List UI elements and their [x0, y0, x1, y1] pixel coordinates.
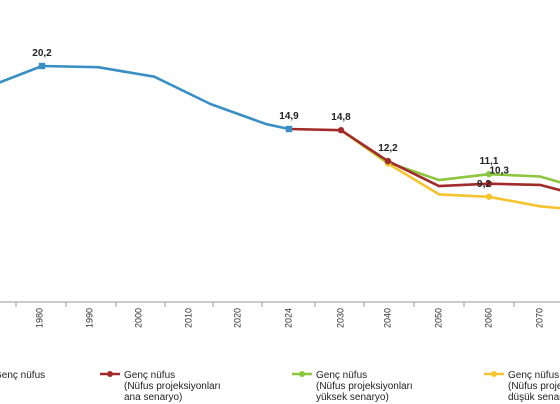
data-label: 11,1 — [480, 156, 499, 167]
legend-label: Genç nüfus — [0, 370, 45, 381]
legend-marker — [299, 371, 305, 377]
data-labels: 20,2 14,9 14,8 12,2 11,110,3 9,2 — [32, 48, 509, 190]
data-point-marker — [384, 157, 392, 165]
x-tick-label: 2050 — [433, 308, 443, 328]
legend-label: düşük senaryo) — [508, 392, 560, 403]
x-tick-label: 1990 — [84, 308, 94, 328]
legend-label: (Nüfus projeksiyonları — [316, 381, 413, 392]
legend-label: Genç nüfus — [124, 370, 175, 381]
legend-label: (Nüfus projeksiyonları — [508, 381, 560, 392]
x-tick-label: 2020 — [232, 308, 242, 328]
x-tick-label: 2030 — [335, 308, 345, 328]
x-tick-label: 2010 — [183, 308, 193, 328]
x-tick-label: 2024 — [283, 308, 293, 328]
data-point-marker — [38, 62, 46, 70]
data-point-marker — [337, 126, 345, 134]
legend-label: Genç nüfus — [508, 370, 559, 381]
legend-marker — [107, 371, 113, 377]
legend-marker — [491, 371, 497, 377]
x-tick-label: 2060 — [483, 308, 493, 328]
data-label: 9,2 — [477, 179, 491, 190]
data-point-marker — [485, 193, 493, 200]
data-point-marker — [485, 170, 493, 178]
x-tick-label: 1980 — [34, 308, 44, 328]
data-label: 10,3 — [489, 166, 509, 177]
x-tick-label: 2070 — [534, 308, 544, 328]
legend-item: Genç nüfus — [0, 370, 45, 381]
legend-label: (Nüfus projeksiyonları — [124, 381, 221, 392]
legend-item: Genç nüfus(Nüfus projeksiyonlarıdüşük se… — [484, 370, 560, 403]
series-line — [340, 129, 560, 184]
x-tick-label: 2000 — [133, 308, 143, 328]
legend-label: Genç nüfus — [316, 370, 367, 381]
data-point-marker — [285, 125, 293, 133]
series-line — [0, 64, 290, 131]
data-point-marker — [485, 180, 493, 187]
data-label: 12,2 — [378, 143, 398, 154]
x-axis: 1980 1990 2000 2010 2020 2024 2030 2040 2050 2060… — [0, 301, 560, 328]
legend-label: yüksek senaryo) — [316, 392, 389, 403]
data-label: 14,8 — [331, 112, 351, 123]
series-lines — [0, 62, 560, 210]
series-line — [288, 127, 560, 192]
x-tick-label: 2040 — [382, 308, 392, 328]
legend-label: ana senaryo) — [124, 392, 182, 403]
data-label: 14,9 — [279, 111, 299, 122]
series-line — [340, 129, 560, 210]
data-label: 20,2 — [32, 48, 52, 59]
